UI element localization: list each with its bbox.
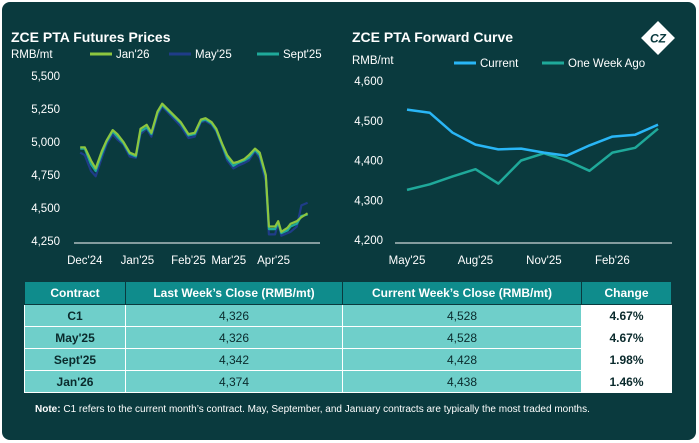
cell-change: 1.46% [581, 370, 672, 393]
y-tick-label: 5,500 [31, 71, 60, 83]
column-header-last-week-close: Last Week’s Close (RMB/mt) [125, 281, 343, 305]
x-tick-label: Feb'26 [595, 255, 630, 267]
legend-label-current: Current [480, 58, 519, 70]
column-header-current-week-close: Current Week’s Close (RMB/mt) [342, 281, 582, 305]
y-tick-label: 4,400 [354, 156, 383, 168]
x-tick-label: Nov'25 [526, 255, 561, 267]
y-tick-label: 5,000 [31, 137, 60, 149]
y-tick-label: 4,500 [354, 116, 383, 128]
series-line-current [406, 108, 659, 157]
cell-current-week-close: 4,528 [342, 304, 582, 327]
cz-diamond-logo-icon: CZ [641, 21, 675, 55]
table-row: C1 4,326 4,528 4.67% [24, 304, 672, 327]
legend-label-sept25: Sept'25 [283, 49, 322, 61]
column-header-change: Change [581, 281, 672, 305]
charts-area: ZCE PTA Futures Prices RMB/mt Jan'26 May… [11, 21, 675, 267]
cell-contract: Sept'25 [24, 348, 126, 371]
series-line-may25 [79, 105, 309, 237]
column-header-contract: Contract [24, 281, 126, 305]
cell-contract: Jan'26 [24, 370, 126, 393]
forward-y-unit: RMB/mt [352, 55, 394, 67]
cell-last-week-close: 4,374 [125, 370, 343, 393]
x-tick-label: May'25 [389, 255, 426, 267]
footnote: Note: C1 refers to the current month’s c… [35, 403, 675, 416]
table-row: May'25 4,326 4,528 4.67% [24, 326, 672, 349]
cell-last-week-close: 4,342 [125, 348, 343, 371]
futures-chart-title: ZCE PTA Futures Prices [11, 29, 171, 45]
series-line-jan26 [80, 102, 309, 233]
cell-last-week-close: 4,326 [125, 304, 343, 327]
cell-last-week-close: 4,326 [125, 326, 343, 349]
cell-change: 4.67% [581, 326, 672, 349]
forward-y-axis: 4,600 4,500 4,400 4,300 4,200 [354, 76, 383, 247]
logo-text: CZ [650, 32, 667, 46]
futures-x-axis: Dec'24 Jan'25 Feb'25 Mar'25 Apr'25 [67, 255, 290, 267]
y-tick-label: 4,750 [31, 170, 60, 182]
legend-label-jan26: Jan'26 [116, 49, 150, 61]
forward-legend: Current One Week Ago [454, 58, 645, 70]
cell-current-week-close: 4,428 [342, 348, 582, 371]
x-tick-label: Mar'25 [211, 255, 246, 267]
x-tick-label: Feb'25 [171, 255, 206, 267]
y-tick-label: 4,200 [354, 235, 383, 247]
futures-y-axis: 5,500 5,250 5,000 4,750 4,500 4,250 [31, 71, 60, 248]
cell-change: 4.67% [581, 304, 672, 327]
x-tick-label: Dec'24 [67, 255, 103, 267]
cell-contract: May'25 [24, 326, 126, 349]
footnote-label: Note: [35, 404, 61, 415]
futures-plot-area [74, 102, 320, 244]
cell-current-week-close: 4,438 [342, 370, 582, 393]
forward-x-axis: May'25 Aug'25 Nov'25 Feb'26 [389, 255, 630, 267]
futures-y-unit: RMB/mt [11, 49, 53, 61]
y-tick-label: 5,250 [31, 104, 60, 116]
legend-label-one-week-ago: One Week Ago [568, 58, 645, 70]
footnote-text: C1 refers to the current month’s contrac… [63, 404, 590, 415]
table-row: Jan'26 4,374 4,438 1.46% [24, 370, 672, 393]
y-tick-label: 4,500 [31, 203, 60, 215]
contract-table: Contract Last Week’s Close (RMB/mt) Curr… [24, 281, 672, 393]
futures-prices-chart: ZCE PTA Futures Prices RMB/mt Jan'26 May… [11, 29, 322, 267]
table-row: Sept'25 4,342 4,428 1.98% [24, 348, 672, 371]
cell-change: 1.98% [581, 348, 672, 371]
forward-curve-chart: ZCE PTA Forward Curve RMB/mt Current One… [352, 29, 672, 267]
series-line-sept25 [80, 103, 308, 235]
cell-contract: C1 [24, 304, 126, 327]
forward-chart-title: ZCE PTA Forward Curve [352, 29, 513, 45]
x-tick-label: Aug'25 [458, 255, 493, 267]
legend-label-may25: May'25 [195, 49, 232, 61]
series-line-one-week-ago [406, 127, 659, 192]
forward-plot-area [395, 108, 672, 244]
y-tick-label: 4,250 [31, 236, 60, 248]
y-tick-label: 4,600 [354, 76, 383, 88]
cell-current-week-close: 4,528 [342, 326, 582, 349]
futures-legend: Jan'26 May'25 Sept'25 [90, 49, 322, 61]
x-tick-label: Apr'25 [257, 255, 290, 267]
table-header-row: Contract Last Week’s Close (RMB/mt) Curr… [24, 281, 672, 305]
x-tick-label: Jan'25 [121, 255, 155, 267]
y-tick-label: 4,300 [354, 195, 383, 207]
